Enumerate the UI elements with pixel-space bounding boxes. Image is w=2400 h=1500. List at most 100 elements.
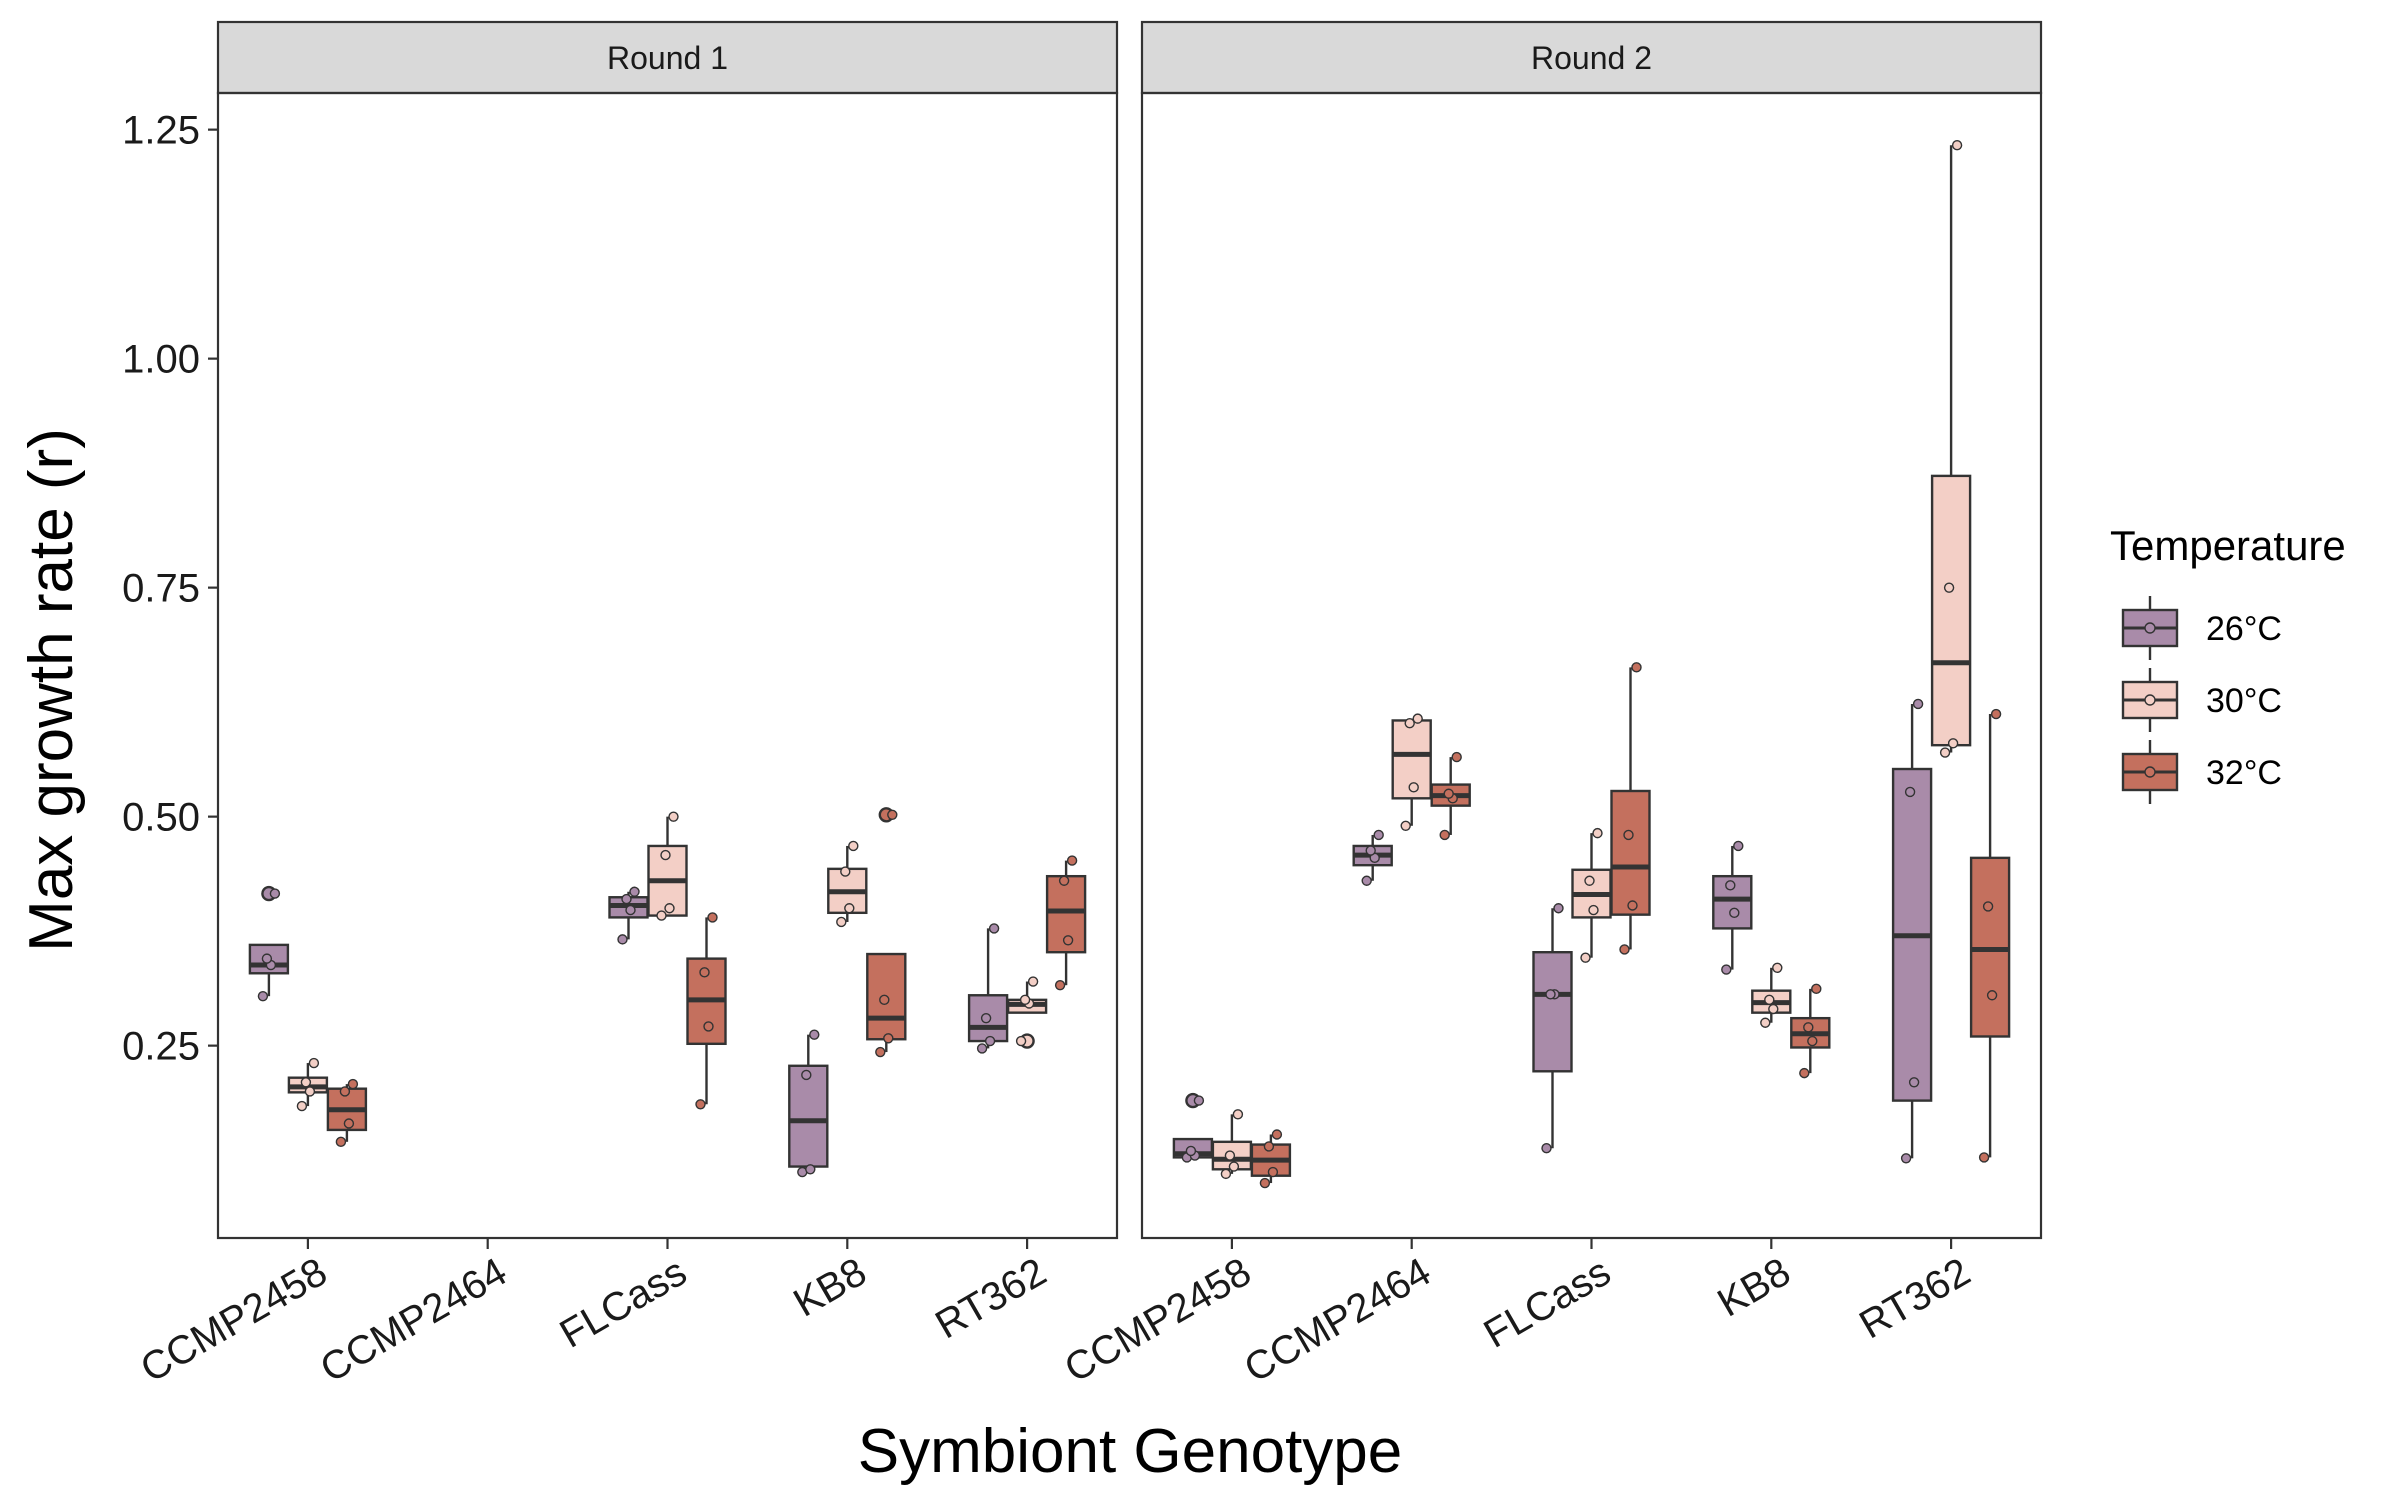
- boxplot: [827, 840, 868, 928]
- data-point: [1631, 662, 1642, 673]
- data-point: [1619, 944, 1630, 955]
- x-tick-label: KB8: [786, 1250, 873, 1326]
- facet-strip: [1140, 20, 2043, 95]
- data-point: [339, 1086, 351, 1097]
- data-point: [1271, 1129, 1283, 1140]
- data-point: [1054, 979, 1066, 991]
- data-point: [1584, 875, 1595, 886]
- y-tick-label: 1.00: [122, 338, 200, 382]
- boxplot: [1430, 751, 1471, 841]
- data-point: [1725, 880, 1736, 891]
- data-point: [879, 994, 890, 1006]
- data-point: [257, 990, 269, 1002]
- boxplot: [967, 923, 1009, 1054]
- x-tick-label: CCMP2464: [313, 1250, 514, 1391]
- data-point: [887, 809, 898, 821]
- legend-item: 26°C: [2121, 596, 2282, 660]
- legend: Temperature 26°C 30°C 32°C: [2110, 522, 2346, 804]
- data-point: [1193, 1095, 1205, 1106]
- boxplot: [1751, 962, 1792, 1028]
- box: [1930, 474, 1972, 747]
- data-point: [1990, 708, 2002, 720]
- boxplot: [326, 1078, 368, 1148]
- data-point: [809, 1029, 820, 1040]
- x-tick-label: FLCass: [1477, 1250, 1618, 1357]
- boxplot: [647, 811, 688, 921]
- y-tick-label: 1.25: [122, 109, 200, 153]
- x-tick-label: CCMP2458: [133, 1250, 334, 1391]
- data-point: [1951, 140, 1963, 151]
- data-point: [988, 923, 1000, 934]
- data-point: [1627, 900, 1638, 911]
- boxplot: [1571, 827, 1612, 963]
- data-point: [1400, 820, 1411, 831]
- data-point: [1259, 1177, 1271, 1189]
- data-point: [1553, 903, 1564, 914]
- box: [866, 952, 907, 1041]
- data-point: [1799, 1067, 1810, 1079]
- boxplot: [1891, 698, 1933, 1164]
- data-point: [1451, 751, 1462, 763]
- x-tick-label: KB8: [1710, 1250, 1797, 1326]
- data-point: [1232, 1109, 1244, 1120]
- data-point: [1943, 582, 1955, 593]
- data-point: [347, 1078, 359, 1090]
- data-point: [629, 886, 640, 897]
- data-point: [883, 1033, 894, 1044]
- boxplot: [608, 886, 649, 945]
- data-point: [980, 1012, 992, 1024]
- data-point: [1623, 829, 1634, 841]
- data-point: [1978, 1152, 1990, 1163]
- data-point: [261, 953, 273, 964]
- boxplot: [1352, 829, 1393, 886]
- data-point: [1588, 904, 1599, 916]
- boxplot: [287, 1057, 329, 1112]
- data-point: [664, 903, 675, 914]
- box-group: [248, 807, 1087, 1178]
- data-point: [1228, 1161, 1240, 1172]
- box: [1532, 951, 1573, 1073]
- data-point: [1545, 989, 1556, 1000]
- box-group: [1172, 140, 2011, 1189]
- boxplot: [1211, 1109, 1253, 1180]
- boxplot: [1532, 903, 1573, 1154]
- data-point: [1361, 875, 1372, 886]
- boxplot: [866, 807, 907, 1058]
- legend-item: 30°C: [2121, 668, 2282, 732]
- data-point: [836, 916, 847, 928]
- x-tick-label: CCMP2464: [1237, 1250, 1438, 1391]
- legend-key-point: [2144, 766, 2156, 778]
- data-point: [695, 1099, 706, 1110]
- boxplot: [1045, 855, 1087, 991]
- data-point: [621, 893, 632, 905]
- legend-title: Temperature: [2110, 522, 2346, 569]
- data-point: [1982, 901, 1994, 912]
- panel-border: [216, 91, 1119, 1240]
- data-point: [805, 1164, 816, 1175]
- data-point: [1373, 829, 1384, 841]
- x-tick-label: RT362: [1852, 1250, 1977, 1348]
- data-point: [1986, 990, 1998, 1001]
- boxplot: [1610, 662, 1651, 955]
- boxplot: [1712, 840, 1753, 975]
- boxplot: [1969, 708, 2011, 1163]
- data-point: [343, 1118, 355, 1129]
- x-tick-label: FLCass: [553, 1250, 694, 1357]
- boxplot: [1006, 976, 1048, 1049]
- data-point: [660, 849, 671, 861]
- legend-label: 30°C: [2206, 682, 2282, 720]
- data-point: [1733, 840, 1744, 852]
- data-point: [848, 840, 859, 852]
- data-point: [1904, 786, 1916, 798]
- data-point: [1803, 1022, 1814, 1033]
- data-point: [296, 1100, 308, 1112]
- data-point: [844, 903, 855, 914]
- data-point: [1768, 1003, 1779, 1015]
- boxplot: [686, 912, 727, 1110]
- data-point: [1908, 1077, 1920, 1088]
- data-point: [1224, 1150, 1236, 1161]
- legend-label: 26°C: [2206, 610, 2282, 648]
- data-point: [1408, 782, 1419, 793]
- data-point: [1580, 952, 1591, 963]
